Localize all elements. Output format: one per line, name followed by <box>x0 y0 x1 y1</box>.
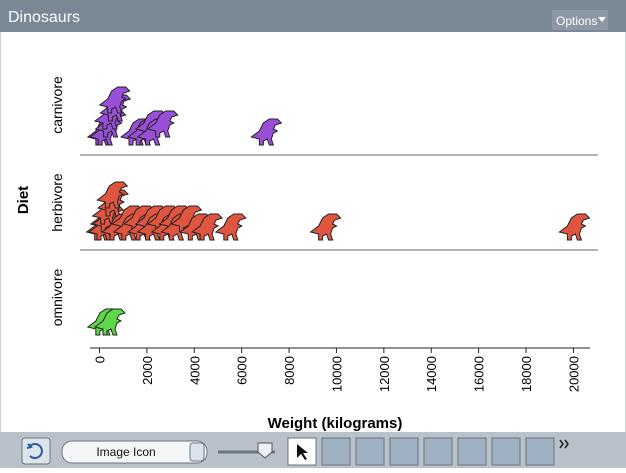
x-tick-label: 10000 <box>329 356 344 392</box>
tool-button[interactable] <box>457 437 487 466</box>
x-axis-label: Weight (kilograms) <box>268 415 403 432</box>
x-tick-label: 4000 <box>187 356 202 385</box>
x-tick-label: 2000 <box>140 356 155 385</box>
arrow-icon <box>297 444 308 460</box>
refresh-button[interactable] <box>21 437 51 465</box>
dinosaur-icon <box>96 181 129 209</box>
category-label: carnivore <box>49 76 65 134</box>
tool-button[interactable] <box>355 437 385 466</box>
options-button[interactable] <box>552 10 608 30</box>
y-axis-label: Diet <box>15 186 32 214</box>
tool-buttons <box>287 437 569 466</box>
dinosaur-icon <box>558 213 591 241</box>
x-tick-label: 8000 <box>282 356 297 385</box>
refresh-icon <box>26 443 43 459</box>
dinosaur-icon <box>309 213 342 241</box>
category-label: herbivore <box>49 173 65 232</box>
x-tick-label: 12000 <box>377 356 392 392</box>
tool-button[interactable] <box>491 437 521 466</box>
tool-button[interactable] <box>389 437 419 466</box>
category-label: omnivore <box>49 269 65 327</box>
options-label[interactable]: Options <box>556 14 597 28</box>
dinosaur-icon <box>93 308 126 336</box>
dinosaur-icon <box>214 213 247 241</box>
dropdown-arrows[interactable] <box>189 442 205 462</box>
tool-button[interactable] <box>321 437 351 466</box>
window-title: Dinosaurs <box>8 9 80 26</box>
x-tick-label: 6000 <box>235 356 250 385</box>
tool-button[interactable] <box>525 437 555 466</box>
dinosaur-icon <box>146 110 179 138</box>
dropdown-label[interactable]: Image Icon <box>96 445 155 459</box>
slider-thumb[interactable] <box>257 442 273 459</box>
x-tick-label: 18000 <box>519 356 534 392</box>
plot: 0 2000 4000 6000 8000 10000 12000 14000 16000 180… <box>15 76 598 432</box>
x-tick-label: 14000 <box>424 356 439 392</box>
title-bar <box>0 0 626 32</box>
dropdown[interactable] <box>61 440 208 464</box>
x-tick-label: 20000 <box>566 356 581 392</box>
tool-button[interactable] <box>423 437 453 466</box>
x-tick-label: 16000 <box>472 356 487 392</box>
x-tick-label: 0 <box>92 356 107 363</box>
more-icon[interactable] <box>559 439 569 449</box>
dinosaur-icon <box>250 118 283 146</box>
dinosaur-icon <box>98 86 131 114</box>
options-arrow[interactable] <box>598 17 606 22</box>
dinosaur-icon <box>190 213 224 241</box>
